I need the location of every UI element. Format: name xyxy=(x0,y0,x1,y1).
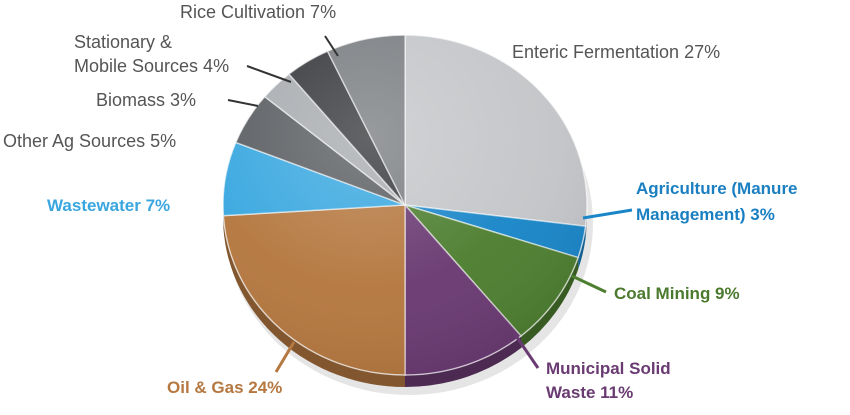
slice-label-9: Stationary & Mobile Sources 4% xyxy=(74,32,229,76)
slice-label-1-line-1: Enteric Fermentation 27% xyxy=(512,42,720,62)
slice-depth-3 xyxy=(521,257,579,348)
slice-label-8: Biomass 3% xyxy=(96,90,196,110)
slice-label-9-line-2: Mobile Sources 4% xyxy=(74,56,229,76)
leader-line-8 xyxy=(227,99,259,107)
slice-label-1: Enteric Fermentation 27% xyxy=(512,42,720,62)
leader-line-4 xyxy=(512,332,540,369)
leader-line-5 xyxy=(274,341,296,373)
slice-label-7-line-1: Other Ag Sources 5% xyxy=(3,131,176,151)
slice-label-4: Municipal Solid Waste 11% xyxy=(546,359,671,402)
slice-label-10-line-1: Rice Cultivation 7% xyxy=(180,2,336,22)
leader-line-10 xyxy=(324,35,339,57)
slice-label-4-line-1: Municipal Solid xyxy=(546,359,671,378)
slice-label-7: Other Ag Sources 5% xyxy=(3,131,176,151)
slice-label-4-line-2: Waste 11% xyxy=(546,383,633,402)
leader-line-9 xyxy=(246,65,292,83)
slice-label-3: Coal Mining 9% xyxy=(614,284,740,303)
slice-label-3-line-1: Coal Mining 9% xyxy=(614,284,740,303)
slice-depth-4 xyxy=(405,335,522,387)
slice-label-8-line-1: Biomass 3% xyxy=(96,90,196,110)
slice-label-6-line-1: Wastewater 7% xyxy=(47,196,170,215)
slice-label-5-line-1: Oil & Gas 24% xyxy=(167,378,282,397)
slice-label-5: Oil & Gas 24% xyxy=(167,378,282,397)
slice-label-2-line-1: Agriculture (Manure xyxy=(636,179,798,198)
slice-label-6: Wastewater 7% xyxy=(47,196,170,215)
slice-labels: Enteric Fermentation 27% Agriculture (Man… xyxy=(3,2,798,402)
slice-label-2: Agriculture (Manure Management) 3% xyxy=(636,179,798,224)
slice-label-2-line-2: Management) 3% xyxy=(636,205,775,224)
pie-slices xyxy=(222,34,588,376)
leader-line-2 xyxy=(582,208,633,220)
pie-rim xyxy=(222,34,588,376)
slice-label-9-line-1: Stationary & xyxy=(74,32,172,52)
leader-line-3 xyxy=(571,274,607,294)
pie-gloss xyxy=(223,35,587,375)
slice-label-10: Rice Cultivation 7% xyxy=(180,2,336,22)
leader-lines xyxy=(227,35,633,373)
